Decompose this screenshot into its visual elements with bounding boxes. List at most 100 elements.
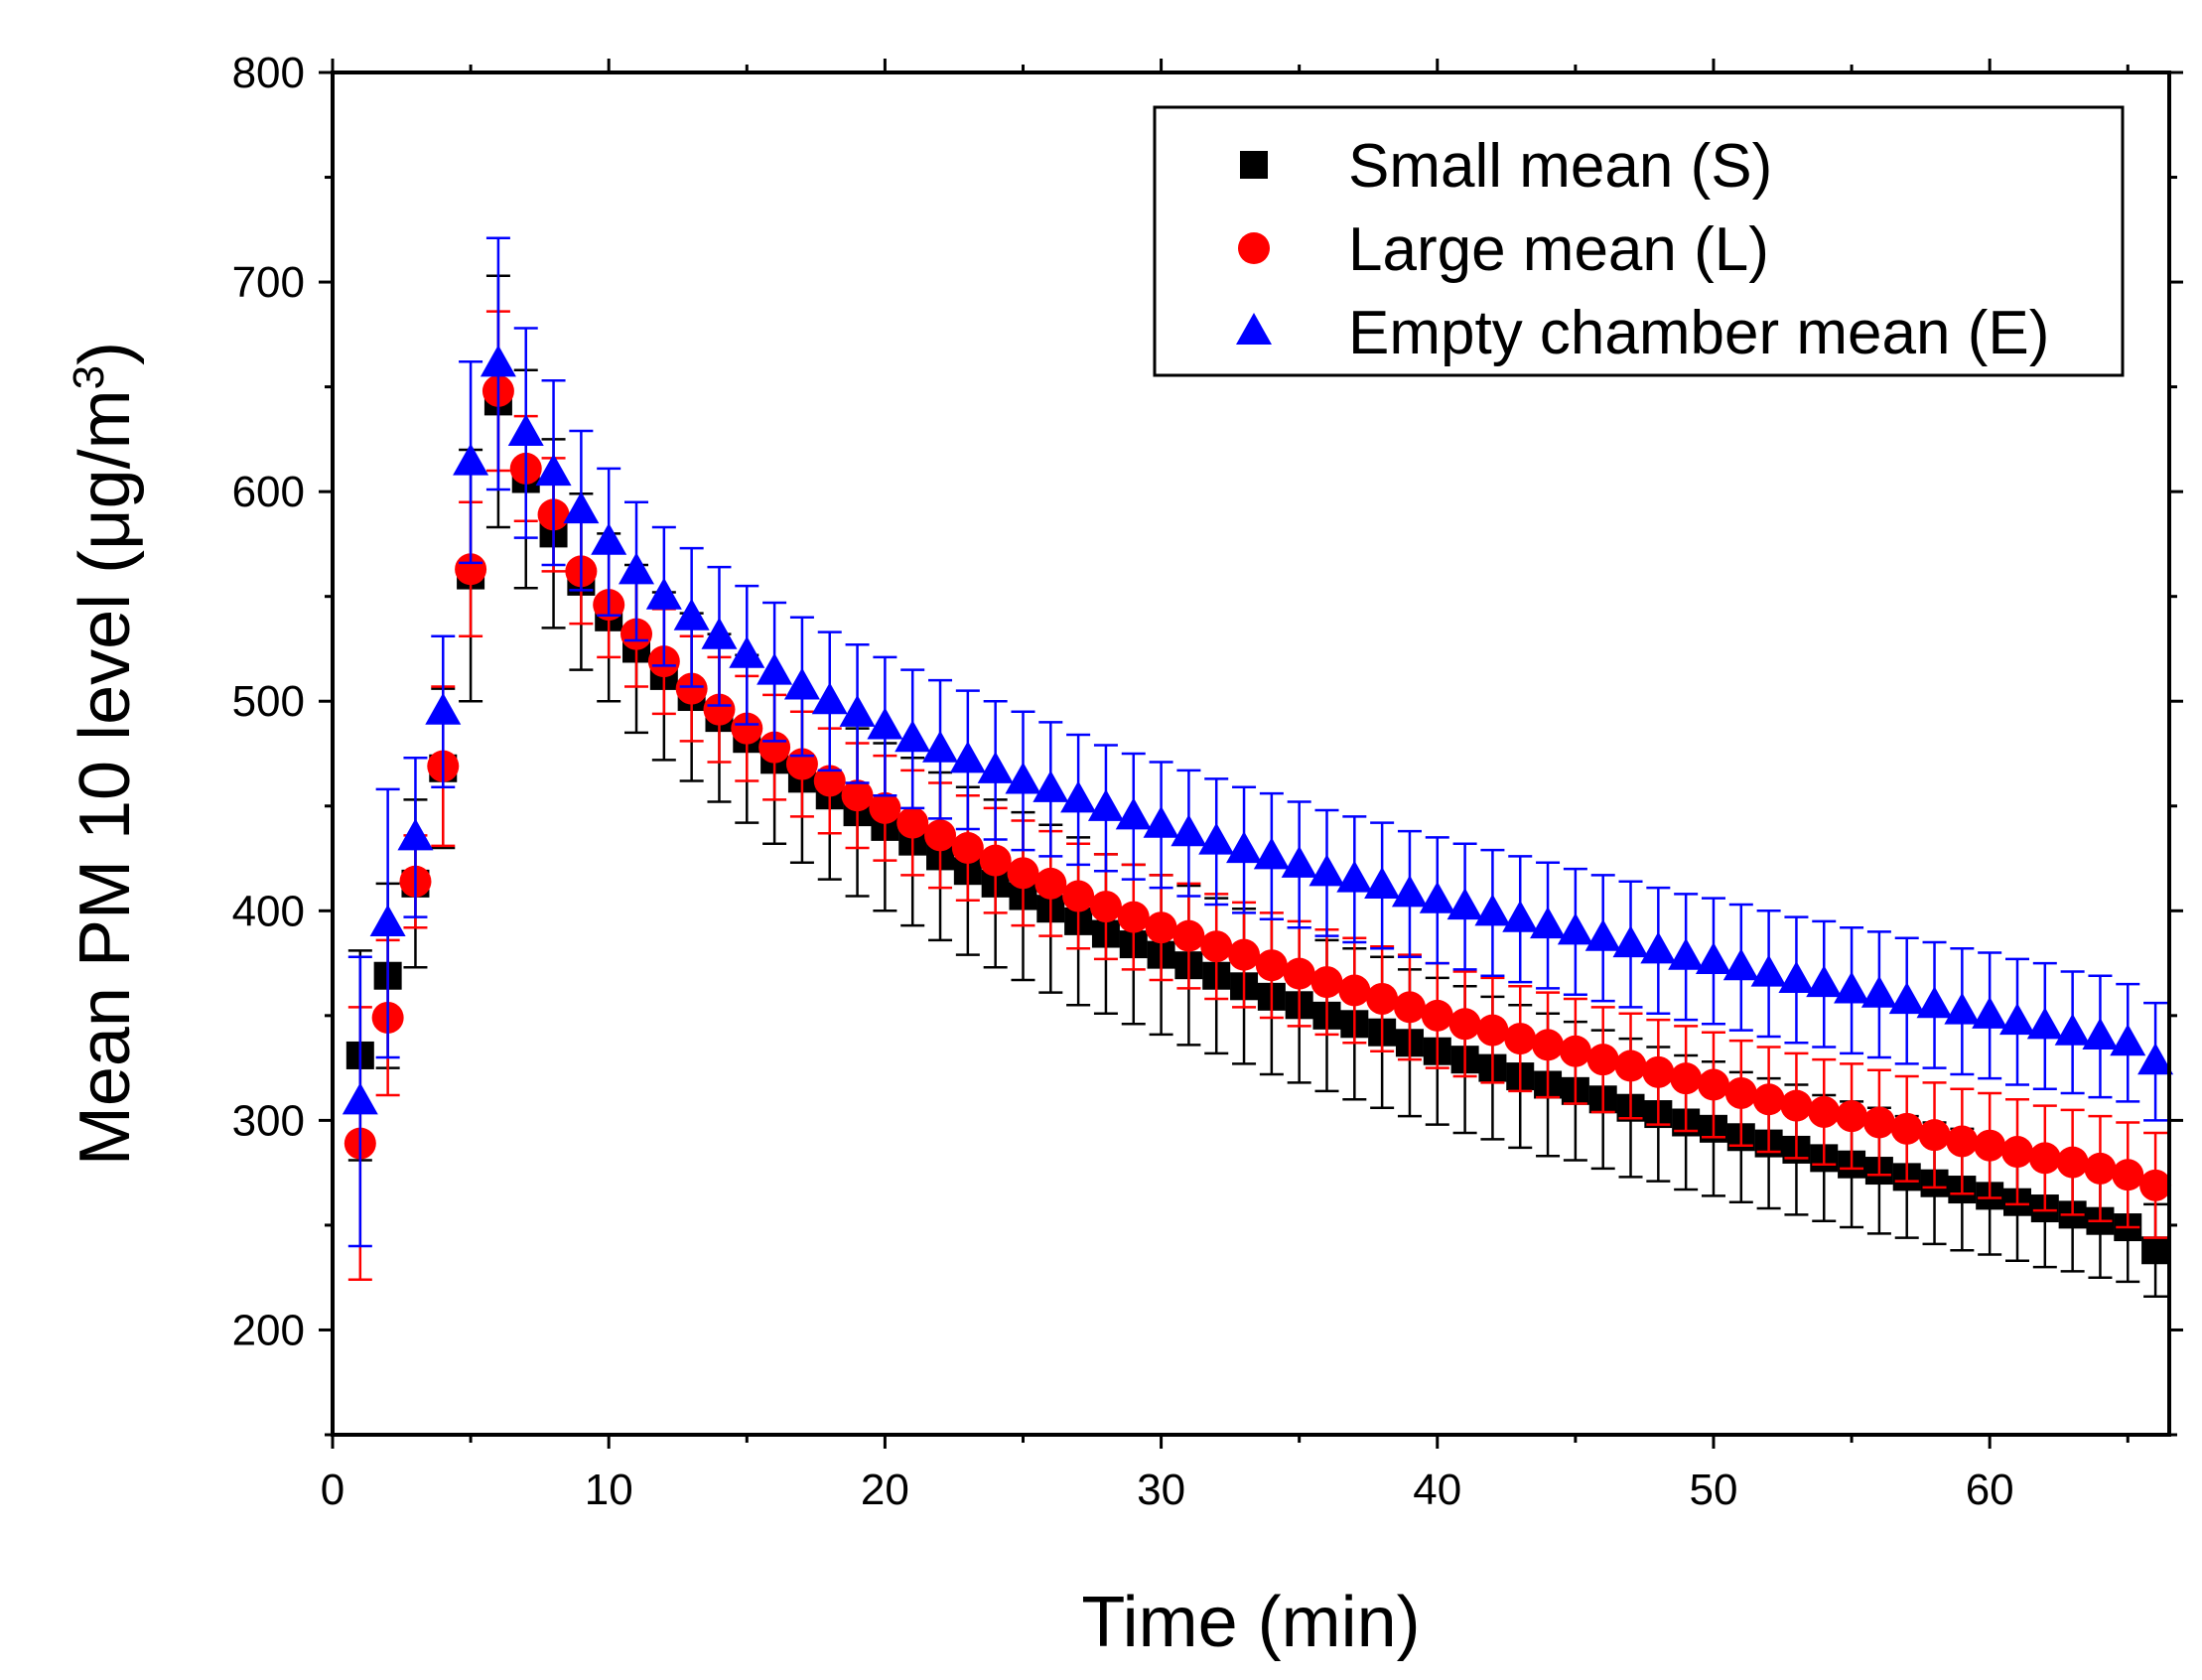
data-point xyxy=(783,667,820,700)
legend-marker-square xyxy=(1240,151,1268,179)
legend-item: Large mean (L) xyxy=(1238,215,1769,284)
data-point xyxy=(1117,901,1150,933)
data-point xyxy=(1668,937,1705,970)
data-point xyxy=(1862,1106,1895,1139)
data-point xyxy=(1310,966,1343,999)
data-point xyxy=(1504,1023,1537,1055)
data-point xyxy=(979,844,1012,877)
data-point xyxy=(1946,1125,1979,1158)
y-tick-label: 500 xyxy=(232,677,305,726)
data-point xyxy=(1722,948,1759,981)
data-point xyxy=(924,819,957,852)
data-point xyxy=(1364,866,1401,899)
data-point xyxy=(2056,1146,2089,1179)
data-point xyxy=(1916,986,1953,1019)
data-point xyxy=(425,692,462,725)
legend-marker-circle xyxy=(1238,232,1270,264)
data-point xyxy=(867,707,903,740)
data-point xyxy=(1944,992,1981,1025)
data-point xyxy=(1559,1035,1591,1067)
x-tick-label: 30 xyxy=(1137,1466,1185,1514)
data-point xyxy=(1530,907,1567,939)
data-point xyxy=(2054,1013,2091,1046)
y-axis-title: Mean PM 10 level (μg/m3) xyxy=(65,342,145,1166)
data-point xyxy=(1060,780,1097,813)
data-point xyxy=(2110,1024,2146,1056)
data-point xyxy=(1557,912,1593,945)
data-point xyxy=(1421,999,1453,1032)
data-point xyxy=(1640,931,1677,964)
data-point xyxy=(1226,831,1263,864)
x-tick-label: 60 xyxy=(1966,1466,2014,1514)
data-point xyxy=(1087,788,1124,821)
x-tick-label: 0 xyxy=(321,1466,344,1514)
data-point xyxy=(397,818,434,851)
data-point xyxy=(1642,1055,1675,1088)
data-point xyxy=(1366,982,1399,1015)
data-point xyxy=(1502,900,1539,932)
data-point xyxy=(703,693,736,726)
data-point xyxy=(1834,971,1870,1004)
data-point xyxy=(1612,925,1649,958)
data-point xyxy=(2028,1142,2061,1175)
data-point xyxy=(1200,930,1233,963)
y-axis-title-superscript: 3 xyxy=(65,365,113,389)
x-tick-label: 10 xyxy=(585,1466,633,1514)
data-point xyxy=(896,806,929,839)
data-point xyxy=(1228,938,1261,971)
data-layer xyxy=(342,236,2174,1298)
legend-label: Small mean (S) xyxy=(1348,132,1772,201)
data-point xyxy=(811,682,848,715)
data-point xyxy=(1752,1083,1785,1116)
y-axis-title-main: Mean PM 10 level (μg/m xyxy=(66,389,145,1166)
data-point xyxy=(1170,814,1207,847)
legend-label: Empty chamber mean (E) xyxy=(1348,299,2049,367)
data-point xyxy=(1089,891,1122,923)
legend-item: Empty chamber mean (E) xyxy=(1236,299,2049,367)
data-point xyxy=(1918,1119,1951,1152)
data-point xyxy=(1448,1008,1481,1041)
data-point xyxy=(731,712,763,745)
y-tick-label: 600 xyxy=(232,468,305,516)
data-point xyxy=(1476,1014,1509,1047)
data-point xyxy=(2000,1136,2033,1169)
data-point xyxy=(949,741,986,773)
data-point xyxy=(1888,982,1925,1015)
data-point xyxy=(1697,1068,1729,1101)
data-point xyxy=(1005,762,1041,794)
legend-item: Small mean (S) xyxy=(1240,132,1772,201)
data-point xyxy=(369,904,406,936)
data-point xyxy=(1586,1044,1619,1076)
data-point xyxy=(1336,860,1373,893)
data-point xyxy=(2141,1236,2170,1265)
data-point xyxy=(895,720,931,753)
legend: Small mean (S) Large mean (L) Empty chambe… xyxy=(1153,105,2125,377)
data-point xyxy=(1007,857,1039,890)
data-point xyxy=(1198,822,1235,855)
data-point xyxy=(1143,805,1179,838)
y-axis-title-suffix: ) xyxy=(66,342,145,365)
data-point xyxy=(1806,965,1843,998)
data-point xyxy=(1391,875,1428,908)
data-point xyxy=(841,779,874,812)
data-point xyxy=(1062,880,1095,912)
data-point xyxy=(1614,1050,1647,1082)
data-point xyxy=(619,552,655,585)
data-point xyxy=(1778,960,1815,993)
data-point xyxy=(1972,996,2008,1029)
data-point xyxy=(1998,1003,2035,1036)
data-point xyxy=(1474,894,1511,926)
data-point xyxy=(1032,770,1069,802)
y-tick-label: 800 xyxy=(232,49,305,97)
data-point xyxy=(1034,867,1067,900)
data-point xyxy=(2082,1017,2119,1050)
data-point xyxy=(453,443,489,476)
data-point xyxy=(1115,797,1152,830)
data-point xyxy=(1393,991,1426,1024)
data-point xyxy=(1695,941,1731,974)
data-point xyxy=(1308,854,1345,887)
data-point xyxy=(1255,949,1288,982)
y-tick-label: 200 xyxy=(232,1306,305,1354)
legend-label: Large mean (L) xyxy=(1348,215,1769,284)
